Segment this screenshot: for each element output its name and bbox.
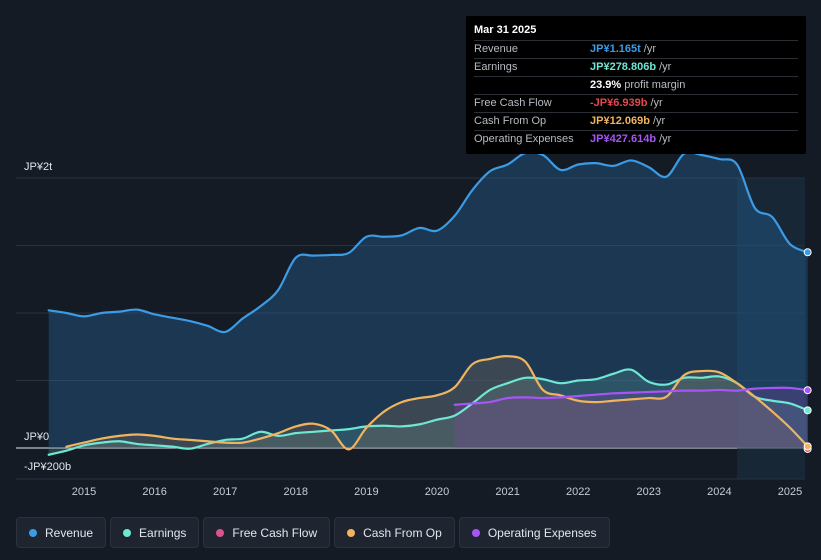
tooltip-row-unit: /yr (643, 43, 656, 55)
tooltip-row: Revenue JP¥1.165t/yr (474, 40, 798, 58)
x-tick-label: 2021 (495, 486, 519, 498)
legend-item-revenue[interactable]: Revenue (16, 517, 107, 548)
revenue-line (47, 151, 809, 334)
x-tick-label: 2016 (142, 486, 166, 498)
earnings-endpoint (803, 406, 812, 415)
x-axis-ticks: 2015 2016 2017 2018 2019 2020 2021 2022 2023 2024… (72, 486, 802, 498)
operating-expenses-line (453, 386, 809, 406)
tooltip-rows: Revenue JP¥1.165t/yr Earnings JP¥278.806b/y… (474, 40, 798, 148)
x-tick-label: 2025 (778, 486, 802, 498)
tooltip-row: 23.9% profit margin (474, 76, 798, 94)
tooltip-row-unit: /yr (659, 61, 672, 73)
tooltip-panel: Mar 31 2025 Revenue JP¥1.165t/yr Earnings J… (466, 16, 806, 154)
legend-dot-icon (347, 528, 356, 537)
tooltip-row-value: JP¥278.806b (590, 61, 657, 73)
y-tick-label: -JP¥200b (24, 461, 71, 473)
tooltip-row-value: 23.9% (590, 79, 622, 91)
tooltip-row-name: Earnings (474, 61, 518, 73)
tooltip-row-unit: /yr (650, 97, 663, 109)
series-areas (48, 152, 808, 455)
legend-label: Revenue (45, 525, 94, 540)
legend: Revenue Earnings Free Cash Flow Cash From O… (16, 517, 610, 549)
legend-dot-icon (471, 528, 480, 537)
tooltip-row-value: JP¥12.069b (590, 115, 650, 127)
legend-dot-icon (123, 528, 132, 537)
legend-label: Earnings (139, 525, 187, 540)
tooltip-date: Mar 31 2025 (474, 24, 537, 36)
tooltip-row-unit: profit margin (624, 79, 686, 91)
tooltip-row-value: -JP¥6.939b (590, 97, 648, 109)
tooltip-row-value: JP¥427.614b (590, 133, 657, 145)
y-axis-labels: JP¥2t JP¥0 -JP¥200b (24, 161, 71, 473)
legend-dot-icon (216, 528, 225, 537)
tooltip-row: Cash From Op JP¥12.069b/yr (474, 112, 798, 130)
tooltip-row-name: Revenue (474, 43, 519, 55)
x-tick-label: 2018 (284, 486, 308, 498)
tooltip-row-name: Cash From Op (474, 115, 547, 127)
x-tick-label: 2020 (425, 486, 449, 498)
revenue-area (48, 152, 808, 448)
legend-item-cash-from-op[interactable]: Cash From Op (334, 517, 455, 548)
legend-item-free-cash-flow[interactable]: Free Cash Flow (203, 517, 331, 548)
x-tick-label: 2024 (707, 486, 731, 498)
legend-label: Free Cash Flow (232, 525, 318, 540)
tooltip-row-unit: /yr (652, 115, 666, 127)
highlight-band (737, 178, 805, 479)
series-endpoints (803, 248, 812, 453)
earnings-area (48, 369, 808, 455)
x-tick-label: 2015 (72, 486, 96, 498)
x-tick-label: 2022 (566, 486, 590, 498)
cash-from-op-endpoint (803, 442, 812, 451)
tooltip-row-name (474, 77, 590, 94)
legend-label: Cash From Op (363, 525, 442, 540)
cash-from-op-line (65, 355, 809, 451)
x-tick-label: 2019 (354, 486, 378, 498)
legend-dot-icon (29, 528, 37, 537)
tooltip-row: Operating Expenses JP¥427.614b/yr (474, 130, 798, 148)
cash-from-op-area (66, 356, 808, 450)
legend-item-earnings[interactable]: Earnings (110, 517, 200, 548)
tooltip-row-value: JP¥1.165t (590, 43, 641, 55)
x-tick-label: 2023 (637, 486, 661, 498)
y-tick-label: JP¥0 (24, 431, 49, 443)
legend-label: Operating Expenses (487, 525, 597, 540)
tooltip-row: Free Cash Flow -JP¥6.939b/yr (474, 94, 798, 112)
series-lines (47, 151, 809, 456)
x-tick-label: 2017 (213, 486, 237, 498)
tooltip-row: Earnings JP¥278.806b/yr (474, 58, 798, 76)
tooltip-row-unit: /yr (659, 133, 672, 145)
tooltip-row-name: Operating Expenses (474, 133, 574, 145)
y-tick-label: JP¥2t (24, 161, 52, 173)
operating-expenses-area (454, 387, 808, 448)
tooltip-row-name: Free Cash Flow (474, 97, 552, 109)
earnings-line (47, 368, 809, 456)
legend-item-operating-expenses[interactable]: Operating Expenses (458, 517, 610, 548)
operating-expenses-endpoint (803, 386, 812, 395)
revenue-endpoint (803, 248, 812, 257)
